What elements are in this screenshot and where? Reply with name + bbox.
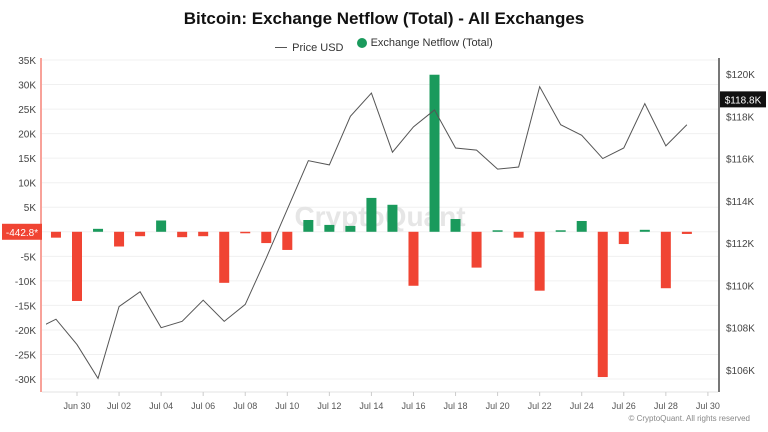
y-left-tick-label: 20K xyxy=(18,130,36,141)
x-tick-label: Jul 02 xyxy=(107,401,131,411)
netflow-bar xyxy=(282,231,293,250)
y-left-tick-label: 25K xyxy=(18,105,36,116)
netflow-bar xyxy=(429,74,440,232)
y-right-tick-label: $106K xyxy=(726,366,755,377)
x-tick-label: Jun 30 xyxy=(63,401,90,411)
current-price-badge xyxy=(720,91,766,108)
x-tick-label: Jul 04 xyxy=(149,401,173,411)
chart-title: Bitcoin: Exchange Netflow (Total) - All … xyxy=(183,9,585,28)
y-left-tick-label: 15K xyxy=(18,154,36,165)
copyright-footer: © CryptoQuant. All rights reserved xyxy=(628,414,751,423)
x-tick-label: Jul 06 xyxy=(191,401,215,411)
line-icon xyxy=(275,47,288,48)
netflow-bar xyxy=(681,231,692,234)
price-line xyxy=(46,85,688,380)
dot-icon xyxy=(356,38,367,48)
netflow-bar xyxy=(240,231,251,234)
netflow-bar xyxy=(324,224,335,232)
x-tick-label: Jul 08 xyxy=(233,401,257,411)
y-left-tick-label: -5K xyxy=(20,252,36,263)
y-left-tick-label: -10K xyxy=(15,277,36,288)
netflow-bar xyxy=(450,219,461,232)
current-netflow-badge xyxy=(2,223,42,240)
netflow-bar xyxy=(156,220,167,232)
netflow-bar xyxy=(576,220,587,232)
y-left-tick-label: 5K xyxy=(24,203,37,214)
netflow-bar xyxy=(177,231,188,238)
x-tick-label: Jul 10 xyxy=(275,401,299,411)
x-tick-label: Jul 28 xyxy=(654,401,678,411)
netflow-bar xyxy=(471,231,482,268)
x-tick-label: Jul 22 xyxy=(528,401,552,411)
legend-label-price: Price USD xyxy=(292,41,344,54)
netflow-bar xyxy=(513,231,524,238)
x-tick-label: Jul 30 xyxy=(696,401,720,411)
y-right-tick-label: $116K xyxy=(726,155,755,166)
current-price-label: $118.8K xyxy=(725,95,762,106)
y-right-tick-label: $118K xyxy=(726,112,755,123)
legend-item-price[interactable]: Price USD xyxy=(275,41,344,54)
current-netflow-label: -442.8* xyxy=(6,228,38,239)
y-right-tick-label: $110K xyxy=(726,281,755,292)
x-tick-label: Jul 14 xyxy=(359,401,383,411)
x-tick-label: Jul 18 xyxy=(444,401,468,411)
legend-item-netflow[interactable]: Exchange Netflow (Total) xyxy=(356,37,493,49)
legend-label-netflow: Exchange Netflow (Total) xyxy=(370,37,493,49)
x-tick-label: Jul 24 xyxy=(570,401,594,411)
x-tick-label: Jul 26 xyxy=(612,401,636,411)
y-right-tick-label: $108K xyxy=(726,324,755,335)
legend: Price USD Exchange Netflow (Total) xyxy=(0,37,768,54)
netflow-bar xyxy=(72,231,82,301)
netflow-bar xyxy=(387,204,398,232)
y-left-tick-label: -30K xyxy=(15,375,36,386)
x-tick-label: Jul 12 xyxy=(317,401,341,411)
netflow-bar xyxy=(135,231,146,237)
y-left-tick-label: 10K xyxy=(18,179,36,190)
netflow-bar xyxy=(345,225,356,232)
x-tick-label: Jul 20 xyxy=(486,401,510,411)
y-right-tick-label: $112K xyxy=(726,239,755,250)
y-left-tick-label: -15K xyxy=(15,301,36,312)
y-right-tick-label: $114K xyxy=(726,197,755,208)
netflow-bar xyxy=(618,231,629,245)
netflow-bar xyxy=(219,231,230,283)
y-left-tick-label: -25K xyxy=(15,350,36,361)
netflow-bar xyxy=(366,197,377,232)
netflow-bar xyxy=(261,231,272,244)
netflow-bar xyxy=(555,230,566,232)
netflow-bar xyxy=(597,231,608,378)
netflow-bar xyxy=(639,229,650,232)
x-tick-label: Jul 16 xyxy=(401,401,425,411)
watermark: CryptoQuant xyxy=(294,201,465,232)
netflow-bar xyxy=(303,220,314,232)
netflow-bar xyxy=(534,231,545,291)
netflow-bar xyxy=(93,228,104,232)
netflow-bar xyxy=(408,231,419,286)
netflow-bar xyxy=(660,231,671,289)
y-left-tick-label: 30K xyxy=(18,81,36,92)
y-left-tick-label: 35K xyxy=(18,56,36,67)
netflow-bar xyxy=(114,231,125,247)
y-right-tick-label: $120K xyxy=(726,70,755,81)
netflow-bar xyxy=(50,231,61,238)
netflow-bar xyxy=(492,230,503,232)
y-left-tick-label: -20K xyxy=(15,326,36,337)
netflow-bar xyxy=(198,231,209,237)
